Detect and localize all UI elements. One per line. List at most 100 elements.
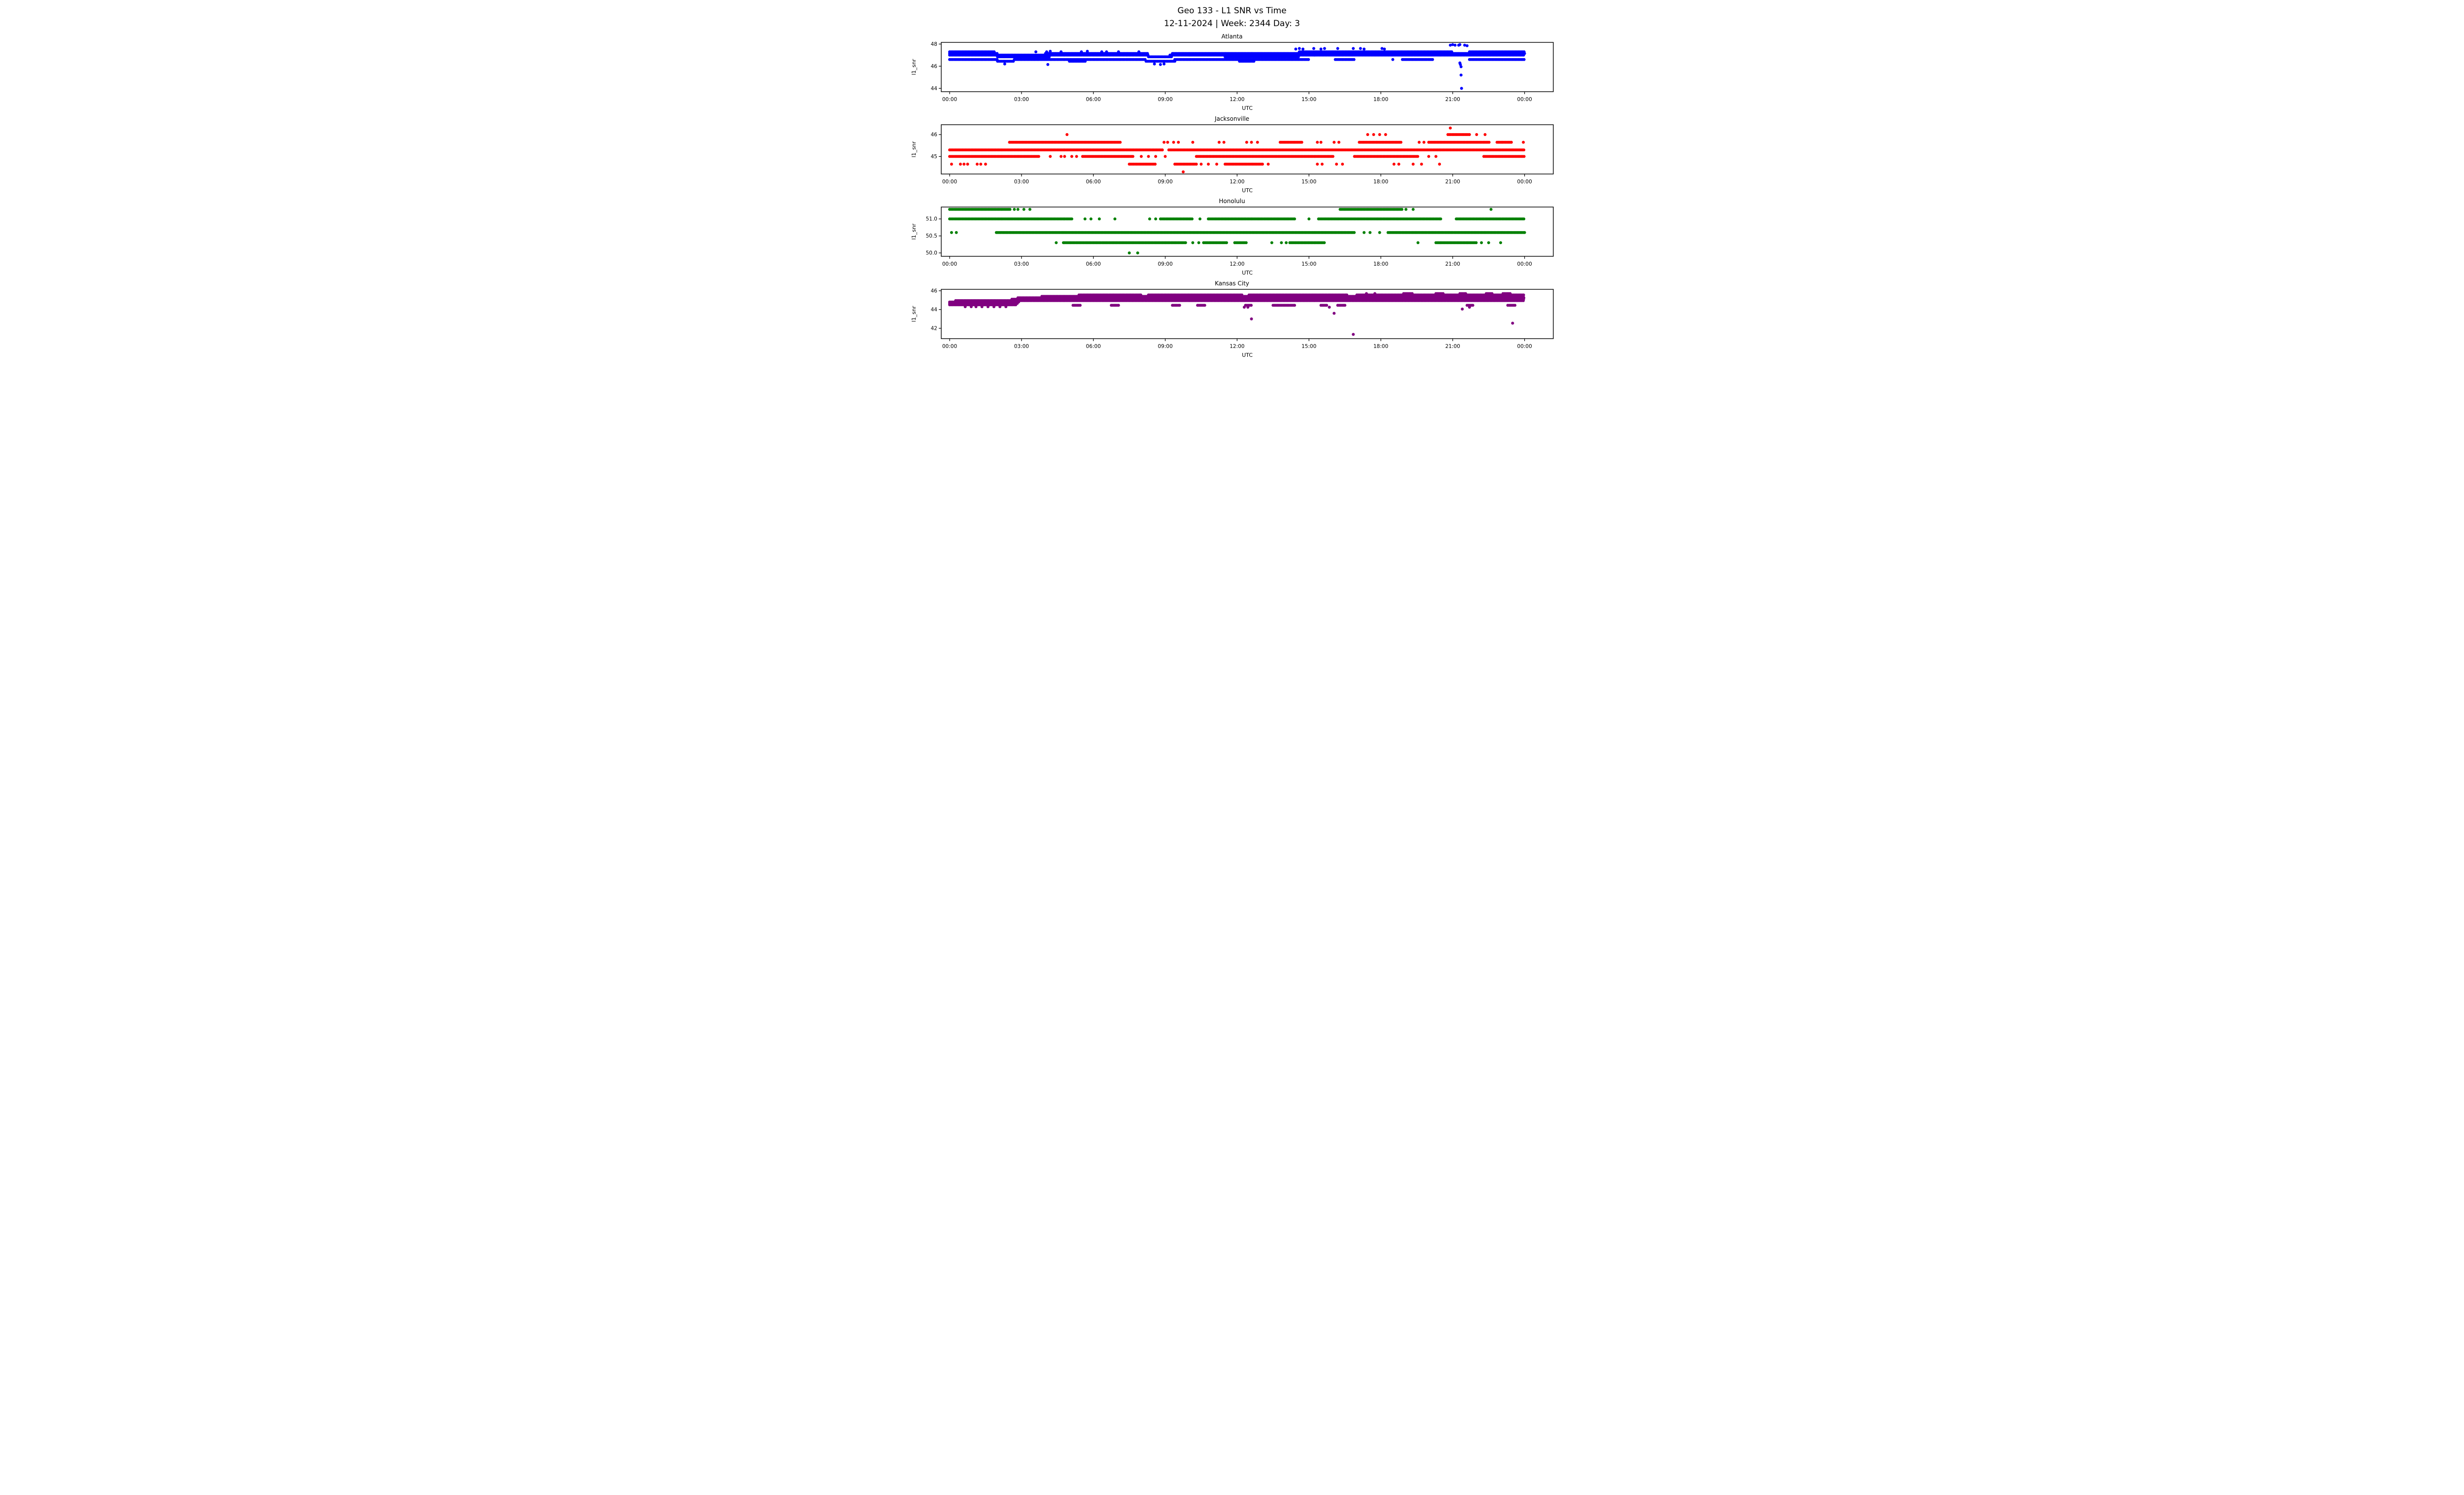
subplot-title-atlanta: Atlanta xyxy=(1221,33,1243,40)
data-point xyxy=(1411,208,1415,211)
y-tick-label: 50.0 xyxy=(926,250,937,256)
data-point xyxy=(1439,217,1442,221)
data-point xyxy=(1487,241,1490,244)
x-tick-label: 06:00 xyxy=(1086,97,1101,103)
data-point xyxy=(1153,62,1156,66)
plot-frame xyxy=(941,124,1554,174)
data-point xyxy=(1509,140,1513,144)
data-point xyxy=(1459,73,1463,77)
data-point xyxy=(1003,62,1006,66)
x-tick-label: 15:00 xyxy=(1301,97,1316,103)
data-point xyxy=(1400,208,1403,211)
y-tick-label: 46 xyxy=(931,64,938,70)
data-point xyxy=(1411,163,1415,166)
data-point xyxy=(1070,155,1073,158)
data-point xyxy=(1372,133,1375,136)
data-point xyxy=(1154,155,1158,158)
data-point xyxy=(1184,241,1187,244)
data-point xyxy=(1417,140,1421,144)
data-point xyxy=(1392,163,1396,166)
data-point xyxy=(1245,140,1248,144)
y-axis-label: l1_snr xyxy=(911,223,917,240)
data-point xyxy=(1404,208,1407,211)
data-point xyxy=(1172,140,1175,144)
data-point xyxy=(1250,140,1253,144)
data-point xyxy=(1427,155,1431,158)
data-point xyxy=(1252,60,1256,63)
data-point xyxy=(1163,62,1166,66)
x-tick-label: 06:00 xyxy=(1086,261,1101,267)
data-point xyxy=(1105,50,1108,54)
data-point xyxy=(1522,53,1525,57)
data-point xyxy=(1063,155,1066,158)
x-tick-label: 09:00 xyxy=(1158,179,1172,185)
data-point xyxy=(1207,163,1210,166)
data-point xyxy=(1378,231,1381,234)
data-point xyxy=(1177,140,1180,144)
x-tick-label: 15:00 xyxy=(1301,179,1316,185)
data-point xyxy=(958,163,962,166)
y-tick-label: 44 xyxy=(931,86,938,92)
data-point xyxy=(1449,126,1452,130)
data-point xyxy=(1191,140,1195,144)
data-point xyxy=(1489,208,1493,211)
y-tick-label: 50.5 xyxy=(926,233,937,239)
data-point xyxy=(1397,163,1401,166)
data-point xyxy=(1323,241,1326,244)
data-point xyxy=(1366,133,1369,136)
data-point xyxy=(1319,140,1323,144)
data-point xyxy=(1522,217,1526,221)
data-point xyxy=(950,163,953,166)
subplot-atlanta: Atlanta 44 46 48 00:00 03:00 06:00 09:00 12:00 1… xyxy=(907,33,1557,112)
data-point xyxy=(1434,155,1437,158)
data-point xyxy=(1431,58,1434,61)
x-tick-label: 21:00 xyxy=(1445,261,1460,267)
data-point xyxy=(1337,140,1340,144)
x-tick-label: 00:00 xyxy=(1517,97,1532,103)
subplot-honolulu: Honolulu 50.0 50.5 51.0 00:00 03:00 06:00 09:0… xyxy=(907,198,1557,277)
data-point xyxy=(1316,140,1319,144)
data-point xyxy=(1293,217,1296,221)
data-point xyxy=(1083,217,1087,221)
data-point xyxy=(1048,55,1051,59)
data-point xyxy=(1097,217,1101,221)
data-point xyxy=(1055,241,1058,244)
data-point xyxy=(1086,50,1089,53)
x-tick-label: 00:00 xyxy=(942,97,957,103)
data-point xyxy=(1522,140,1525,144)
data-point xyxy=(979,163,983,166)
data-point xyxy=(1199,163,1203,166)
data-point xyxy=(1298,47,1301,50)
data-point xyxy=(1466,44,1469,47)
data-point xyxy=(1159,63,1162,66)
data-point xyxy=(1363,47,1366,51)
data-point xyxy=(1341,163,1344,166)
data-point xyxy=(1480,241,1483,244)
x-axis-label: UTC xyxy=(1242,105,1253,111)
data-point xyxy=(1422,140,1426,144)
data-point xyxy=(1119,140,1122,144)
data-point xyxy=(1312,47,1315,50)
x-axis-label: UTC xyxy=(1242,187,1253,194)
data-point xyxy=(1294,47,1298,51)
data-point xyxy=(1016,208,1020,211)
data-point xyxy=(1459,63,1462,66)
data-point xyxy=(1451,43,1454,46)
data-point xyxy=(1261,163,1264,166)
data-point xyxy=(1113,217,1117,221)
x-tick-label: 00:00 xyxy=(942,179,957,185)
data-point xyxy=(1139,155,1143,158)
data-point xyxy=(1046,63,1050,66)
data-point xyxy=(1034,50,1037,54)
figure-subtitle: 12-11-2024 | Week: 2344 Day: 3 xyxy=(1164,18,1300,29)
data-point xyxy=(1147,155,1150,158)
data-point xyxy=(1301,47,1304,51)
subplot-jacksonville: Jacksonville 45 46 00:00 03:00 06:00 09:00 12:… xyxy=(907,115,1557,195)
data-point xyxy=(1049,50,1052,53)
figure-title: Geo 133 - L1 SNR vs Time xyxy=(1177,6,1287,16)
data-point xyxy=(1215,163,1218,166)
data-point xyxy=(1353,231,1356,234)
data-point xyxy=(966,163,969,166)
data-point xyxy=(1359,47,1362,50)
